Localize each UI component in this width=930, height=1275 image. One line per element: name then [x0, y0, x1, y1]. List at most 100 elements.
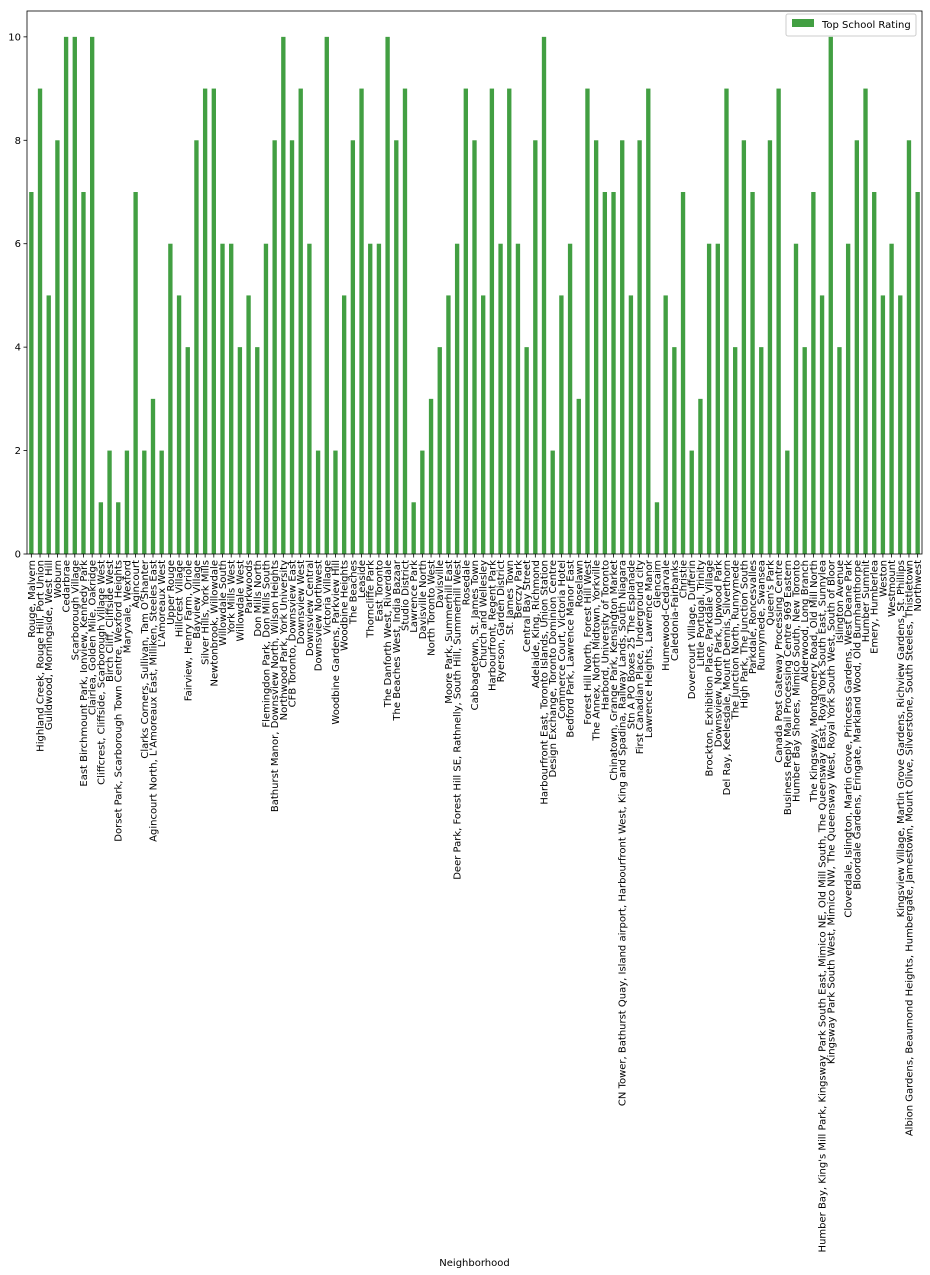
bar — [341, 295, 347, 554]
x-tick-label: Flemingdon Park, Don Mills South — [261, 560, 272, 728]
bar — [872, 192, 877, 554]
x-tick-label: Northwest — [913, 560, 924, 612]
bar — [446, 295, 451, 554]
x-tick-label: Hillcrest Village — [175, 560, 186, 637]
bar — [81, 192, 86, 554]
x-tick-label: Upper Rouge — [166, 560, 177, 625]
x-tick-label: The Danforth West, Riverdale — [383, 560, 394, 708]
y-tick-label: 8 — [15, 136, 21, 147]
bar — [533, 140, 538, 555]
x-tick-label: The Kingsway, Montgomery Road, Old Mill … — [809, 560, 820, 803]
x-tick-label: Roselawn — [574, 560, 585, 607]
bar — [706, 243, 712, 554]
bar — [333, 450, 338, 554]
bar — [211, 88, 216, 555]
x-tick-label: Davisville — [435, 560, 446, 608]
x-tick-label: Willowdale South — [218, 560, 229, 646]
bar — [593, 140, 599, 555]
bar — [863, 88, 868, 555]
bar — [898, 295, 903, 554]
bar — [489, 88, 495, 555]
bar — [428, 398, 434, 554]
x-tick-label: Humber Bay, King's Mill Park, Kingsway P… — [818, 560, 829, 1252]
x-tick-label: The Junction North, Runnymede — [731, 560, 742, 720]
x-tick-label: Dovercourt Village, Dufferin — [687, 560, 698, 699]
x-tick-label: Humber Bay Shores, Mimico South, New Tor… — [792, 560, 803, 802]
x-tick-label: Ryerson, Garden District — [496, 560, 507, 682]
bar — [124, 450, 130, 554]
bar — [750, 192, 755, 554]
bar — [524, 347, 529, 554]
x-tick-label: First Canadian Place, Underground city — [635, 560, 646, 754]
bar — [741, 140, 747, 555]
x-tick-label: Thorncliffe Park — [366, 560, 377, 639]
x-tick-label: Dorset Park, Scarborough Town Centre, We… — [114, 560, 125, 842]
bar — [585, 88, 590, 555]
bar — [263, 243, 269, 554]
x-tick-label: Woburn — [53, 560, 64, 598]
bar — [915, 192, 920, 554]
bar — [63, 36, 69, 555]
x-tick-label: Forest Hill North, Forest Hill West — [583, 560, 594, 725]
x-tick-label: Lawrence Park — [409, 560, 420, 633]
bar — [150, 398, 156, 554]
bar — [368, 243, 373, 554]
bar — [220, 243, 225, 554]
x-tick-label: Business Reply Mail Processing Centre 96… — [783, 560, 794, 815]
x-tick-label: Don Mills North — [253, 560, 264, 637]
bar — [837, 347, 842, 554]
bar — [420, 450, 425, 554]
bar — [324, 36, 329, 555]
bar — [880, 295, 886, 554]
x-tick-label: Harbourfront East, Toronto Islands, Unio… — [540, 560, 551, 805]
bar — [272, 140, 277, 555]
x-tick-label: Newtonbrook, Willowdale — [209, 560, 220, 687]
x-tick-label: Albion Gardens, Beaumond Heights, Humber… — [904, 560, 915, 1136]
bar — [715, 243, 720, 554]
bar — [133, 192, 138, 554]
x-tick-label: Clairlea, Golden Mile, Oakridge — [88, 560, 99, 715]
bar — [98, 502, 104, 554]
bar — [307, 243, 312, 554]
x-tick-label: Fairview, Henry Farm, Oriole — [183, 560, 194, 701]
bar — [315, 450, 321, 554]
x-tick-label: Northwood Park, York University — [279, 560, 290, 720]
bar — [541, 36, 547, 555]
bar — [202, 88, 208, 555]
bar — [116, 502, 121, 554]
x-tick-label: Birch Cliff, Cliffside West — [105, 560, 116, 682]
x-tick-label: Harbord, University of Toronto — [600, 560, 611, 710]
x-tick-label: Stn A PO Boxes 25 The Esplanade — [626, 560, 637, 729]
bar — [437, 347, 442, 554]
x-tick-label: Downsview, North Park, Upwood Park — [713, 560, 724, 747]
bar — [854, 140, 860, 555]
bar — [298, 88, 303, 555]
x-tick-label: Highland Creek, Rouge Hill, Port Union — [36, 560, 47, 752]
x-tick-label: Christie — [679, 560, 690, 598]
bar — [394, 140, 399, 555]
bar — [602, 192, 608, 554]
bar — [55, 140, 60, 555]
bar — [785, 450, 790, 554]
x-tick-label: Berczy Park — [513, 560, 524, 619]
bar — [255, 347, 260, 554]
bar — [663, 295, 668, 554]
bar — [646, 88, 651, 555]
bar — [576, 398, 581, 554]
bar — [689, 450, 694, 554]
legend: Top School Rating — [785, 13, 917, 37]
bar — [37, 88, 43, 555]
bar — [628, 295, 634, 554]
x-tick-label: Little Portugal, Trinity — [696, 560, 707, 667]
x-tick-label: Kingsway Park South West, Mimico NW, The… — [826, 559, 837, 1064]
x-tick-label: CFB Toronto, Downsview East — [288, 560, 299, 707]
x-tick-label: Islington Avenue — [835, 560, 846, 643]
bar — [515, 243, 521, 554]
y-tick-label: 4 — [15, 343, 21, 354]
x-tick-label: L'Amoreaux West — [157, 560, 168, 647]
x-tick-label: Humber Summit — [861, 560, 872, 642]
bar — [454, 243, 460, 554]
x-tick-label: Downsview Northwest — [314, 560, 325, 671]
x-tick-label: Chinatown, Grange Park, Kensington Marke… — [609, 560, 620, 781]
bar — [107, 450, 112, 554]
